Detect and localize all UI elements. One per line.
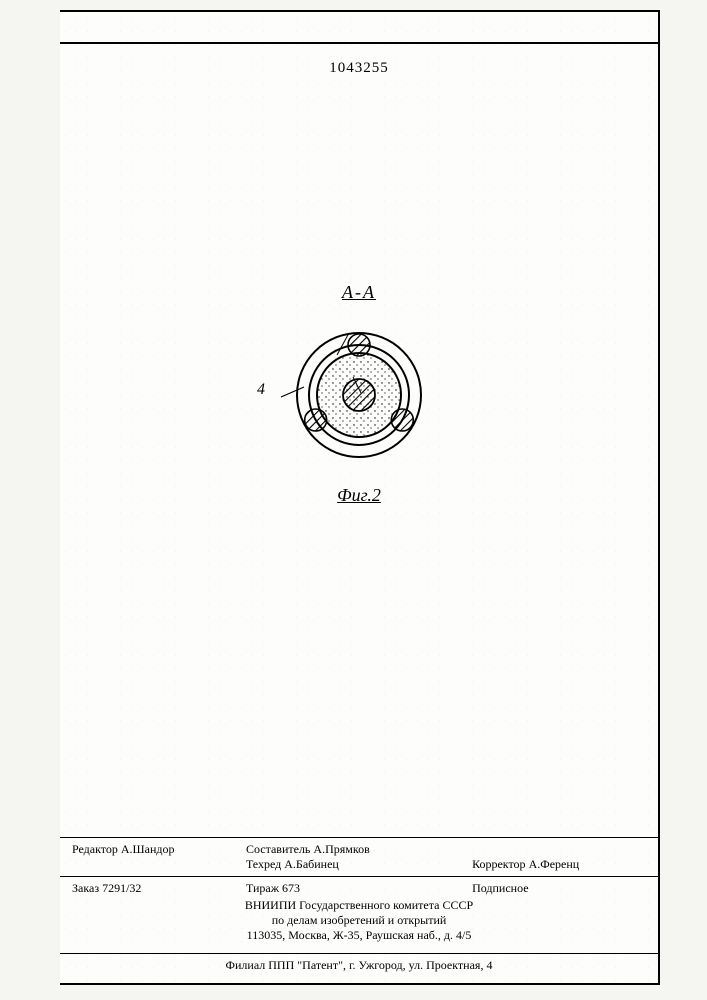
org-block: ВНИИПИ Государственного комитета СССР по… (72, 896, 646, 949)
page-frame: 1043255 А-А 4 (60, 10, 660, 985)
tirage-value: 673 (282, 881, 300, 895)
tirage-cell: Тираж 673 (246, 881, 472, 896)
ref-label-4: 4 (257, 381, 265, 399)
header-rule (60, 12, 658, 44)
leader-line-4 (281, 387, 304, 397)
diagram-container: 4 (279, 315, 439, 475)
figure-caption: Фиг.2 (60, 485, 658, 506)
techred-name: А.Бабинец (284, 857, 339, 871)
subscription-cell: Подписное (472, 881, 646, 896)
small-circle-top (348, 334, 370, 356)
compiler-label: Составитель (246, 842, 310, 856)
org-line3: 113035, Москва, Ж-35, Раушская наб., д. … (72, 928, 646, 943)
corrector-name: А.Ференц (529, 857, 580, 871)
figure-block: А-А 4 (60, 282, 658, 506)
order-value: 7291/32 (102, 881, 141, 895)
order-label: Заказ (72, 881, 99, 895)
footer-row-order: Заказ 7291/32 Тираж 673 Подписное ВНИИПИ… (60, 876, 658, 953)
patent-number: 1043255 (60, 60, 658, 77)
small-circle-br (391, 409, 413, 431)
section-label: А-А (60, 282, 658, 303)
center-circle (343, 379, 375, 411)
branch-text: Филиал ППП "Патент", г. Ужгород, ул. Про… (226, 958, 493, 972)
techred-label: Техред (246, 857, 281, 871)
footer: Редактор А.Шандор Составитель А.Прямков … (60, 837, 658, 983)
editor-cell: Редактор А.Шандор (72, 842, 246, 872)
footer-row-credits: Редактор А.Шандор Составитель А.Прямков … (60, 837, 658, 876)
cross-section-diagram (279, 315, 439, 475)
org-line1: ВНИИПИ Государственного комитета СССР (72, 898, 646, 913)
corrector-label: Корректор (472, 857, 526, 871)
footer-row-branch: Филиал ППП "Патент", г. Ужгород, ул. Про… (60, 953, 658, 983)
compiler-name: А.Прямков (313, 842, 369, 856)
subscription: Подписное (472, 881, 529, 895)
tirage-label: Тираж (246, 881, 279, 895)
corrector-cell: Корректор А.Ференц (472, 842, 646, 872)
compiler-cell: Составитель А.Прямков Техред А.Бабинец (246, 842, 472, 872)
order-cell: Заказ 7291/32 (72, 881, 246, 896)
small-circle-bl (305, 409, 327, 431)
editor-name: А.Шандор (121, 842, 175, 856)
editor-label: Редактор (72, 842, 118, 856)
org-line2: по делам изобретений и открытий (72, 913, 646, 928)
